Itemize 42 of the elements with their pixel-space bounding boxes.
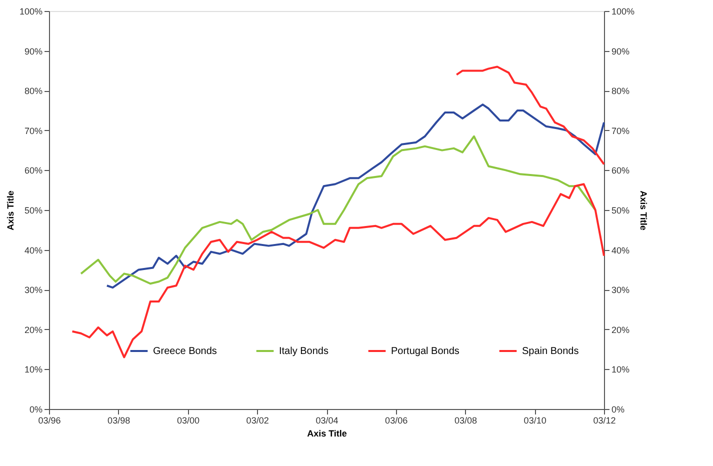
y2-tick-label: 90% xyxy=(612,46,630,56)
legend-label: Portugal Bonds xyxy=(391,346,460,357)
legend-label: Greece Bonds xyxy=(153,346,217,357)
x-tick-label: 03/98 xyxy=(108,416,130,426)
x-tick-label: 03/08 xyxy=(454,416,478,426)
y2-tick-label: 60% xyxy=(612,166,630,176)
y2-tick-label: 40% xyxy=(612,245,630,256)
line-series xyxy=(71,183,605,358)
line-series xyxy=(106,104,605,289)
legend-label: Spain Bonds xyxy=(522,346,579,357)
y2-tick-label: 30% xyxy=(612,285,630,296)
y2-tick-label: 50% xyxy=(612,206,630,216)
y-tick-label: 40% xyxy=(24,245,42,256)
x-axis-title: Axis Title xyxy=(307,428,347,438)
y-tick-label: 100% xyxy=(19,6,42,16)
y-axis-title: Axis Title xyxy=(5,190,16,230)
y-tick-label: 60% xyxy=(24,166,42,176)
y-tick-label: 90% xyxy=(24,46,42,56)
x-tick-label: 03/04 xyxy=(316,416,338,426)
y-tick-label: 0% xyxy=(29,404,42,414)
x-tick-label: 03/96 xyxy=(38,416,61,426)
x-tick-label: 03/02 xyxy=(246,416,269,426)
y-tick-label: 10% xyxy=(24,364,42,375)
y2-tick-label: 10% xyxy=(612,364,630,375)
y2-tick-label: 80% xyxy=(612,86,630,96)
line-series xyxy=(456,66,605,166)
x-tick-label: 03/06 xyxy=(385,416,408,426)
legend-label: Italy Bonds xyxy=(279,346,328,357)
y-tick-label: 20% xyxy=(24,324,42,335)
y-tick-label: 30% xyxy=(24,285,42,296)
x-tick-label: 03/00 xyxy=(176,416,200,426)
y2-tick-label: 70% xyxy=(612,126,630,136)
y-tick-label: 50% xyxy=(24,206,42,216)
x-tick-label: 03/10 xyxy=(524,416,546,426)
y2-tick-label: 0% xyxy=(612,404,625,414)
y2-tick-label: 100% xyxy=(612,6,635,16)
y2-tick-label: 20% xyxy=(612,324,630,335)
y-tick-label: 80% xyxy=(24,86,42,96)
y-tick-label: 70% xyxy=(24,126,42,136)
line-series xyxy=(80,135,596,285)
y2-axis-title: Axis Title xyxy=(638,190,649,230)
x-tick-label: 03/12 xyxy=(593,416,616,426)
